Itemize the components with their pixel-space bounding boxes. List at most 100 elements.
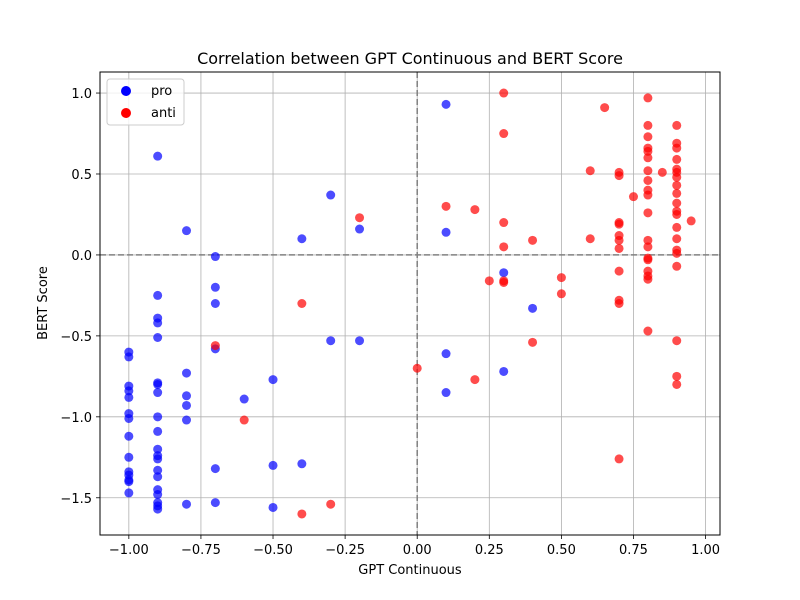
data-point-anti [499,277,509,287]
data-point-anti [672,371,682,381]
data-point-pro [297,459,307,469]
data-point-anti [628,192,638,202]
data-point-anti [470,375,480,385]
data-point-anti [585,234,595,244]
data-point-anti [499,129,509,139]
data-point-pro [210,299,220,308]
data-point-anti [643,208,653,218]
data-point-pro [182,415,192,425]
data-point-anti [672,222,682,232]
y-axis-label: BERT Score [36,266,51,340]
x-tick-label: 0.25 [475,543,504,558]
data-point-pro [153,412,163,422]
data-point-anti [470,205,480,215]
data-point-anti [600,103,610,113]
data-point-pro [355,336,365,346]
legend-marker-anti [121,108,131,118]
data-point-anti [643,166,653,176]
data-point-pro [355,224,365,234]
data-point-pro [124,452,134,462]
x-tick-label: −0.75 [181,543,221,558]
data-point-pro [268,502,278,512]
chart-title: Correlation between GPT Continuous and B… [197,49,623,68]
data-point-pro [499,268,509,278]
data-point-anti [643,120,653,130]
data-point-anti [643,146,653,156]
data-point-anti [210,341,220,351]
data-point-anti [484,276,494,286]
data-point-pro [528,303,538,313]
data-point-anti [556,273,566,283]
data-point-anti [643,242,653,252]
data-point-anti [297,299,307,308]
data-point-pro [182,226,192,236]
y-tick-label: −1.5 [60,492,92,507]
data-point-pro [124,488,134,498]
data-point-anti [614,454,624,464]
data-point-pro [441,99,451,109]
x-tick-label: 0.00 [403,543,432,558]
data-points [124,88,696,519]
data-point-pro [326,336,336,346]
data-point-anti [528,235,538,245]
data-point-anti [643,153,653,163]
data-point-anti [643,326,653,336]
data-point-anti [528,337,538,347]
data-point-anti [499,242,509,252]
data-point-anti [499,88,509,98]
x-tick-label: −0.25 [325,543,365,558]
data-point-pro [153,388,163,398]
x-tick-label: −0.50 [253,543,293,558]
data-point-pro [124,431,134,441]
data-point-pro [441,349,451,359]
data-point-pro [441,227,451,237]
reference-lines [100,72,720,535]
data-point-pro [153,465,163,475]
x-tick-label: 1.00 [691,543,720,558]
data-point-anti [643,190,653,200]
data-point-pro [499,366,509,376]
x-tick-label: 0.75 [619,543,648,558]
data-point-pro [124,392,134,402]
data-point-pro [182,400,192,410]
data-point-anti [355,213,365,223]
data-point-anti [614,243,624,253]
data-point-pro [153,426,163,436]
data-point-pro [153,332,163,342]
data-point-pro [153,318,163,328]
data-point-pro [153,490,163,500]
data-point-anti [672,143,682,153]
data-point-anti [672,180,682,190]
data-point-anti [585,166,595,176]
x-axis-label: GPT Continuous [358,563,462,578]
plot-frame [99,71,721,536]
x-tick-label: −1.00 [109,543,149,558]
y-axis-ticks: −1.5 −1.0 −0.5 0.0 0.5 1.0 [60,87,100,507]
data-point-anti [686,216,696,226]
y-tick-label: 0.0 [71,249,92,264]
data-point-pro [153,504,163,514]
data-point-anti [672,154,682,164]
data-point-pro [210,282,220,292]
data-point-anti [672,198,682,208]
data-point-pro [297,234,307,244]
data-point-anti [326,499,336,509]
data-point-pro [124,352,134,362]
data-point-pro [268,375,278,385]
data-point-anti [643,93,653,103]
y-tick-label: 1.0 [71,87,92,102]
data-point-pro [210,464,220,474]
data-point-anti [614,235,624,245]
y-tick-label: −1.0 [60,411,92,426]
data-point-pro [182,499,192,509]
data-point-pro [210,498,220,508]
data-point-anti [672,379,682,389]
data-point-anti [556,289,566,299]
data-point-anti [672,209,682,219]
data-point-anti [614,219,624,229]
data-point-anti [672,248,682,258]
data-point-anti [672,261,682,271]
data-point-anti [643,175,653,185]
data-point-pro [153,290,163,300]
